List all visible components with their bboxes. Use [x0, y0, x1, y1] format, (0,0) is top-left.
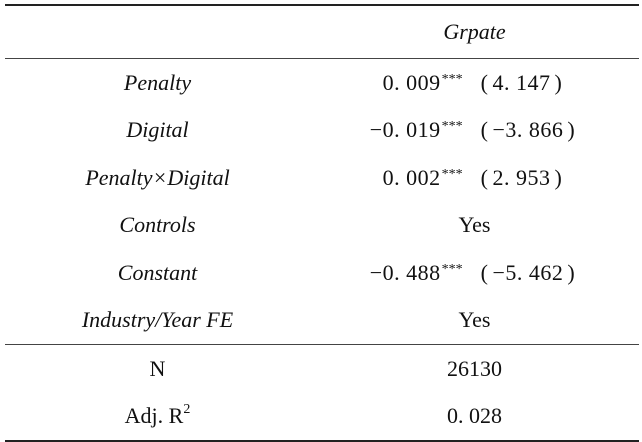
paren-open: (: [480, 259, 489, 285]
paren-close: ): [554, 164, 563, 190]
stats-row: Adj. R2 0. 028: [5, 393, 639, 441]
paren-close: ): [567, 117, 576, 143]
coefficient: 0. 009: [382, 69, 441, 95]
table-row: Constant −0. 488 *** (−5. 462): [5, 249, 639, 297]
row-value: Yes: [458, 212, 491, 238]
stats-row: N 26130: [5, 345, 639, 393]
paren-close: ): [554, 69, 563, 95]
coefficient: −0. 488: [369, 259, 441, 285]
row-label: Digital: [126, 117, 189, 143]
significance-stars: ***: [441, 119, 463, 135]
row-value: Yes: [458, 307, 491, 333]
row-value: 0. 002 *** (2. 953): [310, 165, 639, 191]
t-value: 2. 953: [492, 164, 551, 190]
stats-label-text: Adj. R: [124, 403, 184, 429]
row-value: −0. 019 *** (−3. 866): [310, 117, 639, 143]
regression-table: Grpate Penalty 0. 009 *** (4. 147) Digita…: [5, 4, 639, 442]
row-value: 0. 009 *** (4. 147): [310, 70, 639, 96]
row-label: Constant: [117, 259, 198, 285]
stats-value: 0. 028: [447, 403, 502, 429]
header-rule: [5, 58, 639, 59]
coefficient: −0. 019: [369, 117, 441, 143]
t-statistic: (−5. 462): [477, 260, 580, 286]
row-label: Penalty: [123, 69, 192, 95]
header-row: Grpate: [5, 6, 639, 58]
row-label: Industry/Year FE: [81, 307, 234, 333]
t-value: 4. 147: [492, 69, 551, 95]
paren-close: ): [567, 259, 576, 285]
stats-label: N: [149, 355, 166, 381]
significance-stars: ***: [441, 166, 463, 182]
t-statistic: (−3. 866): [477, 117, 580, 143]
stats-label: Adj. R2: [5, 401, 310, 429]
coefficient: 0. 002: [382, 164, 441, 190]
stats-rule: [5, 344, 639, 345]
stats-label-superscript: 2: [183, 401, 191, 417]
stats-value: 26130: [447, 355, 502, 381]
table-row: Controls Yes: [5, 202, 639, 250]
table-row: Digital −0. 019 *** (−3. 866): [5, 107, 639, 155]
row-label: Controls: [119, 212, 196, 238]
significance-stars: ***: [441, 261, 463, 277]
top-rule: [5, 4, 639, 6]
paren-open: (: [480, 164, 489, 190]
row-value: −0. 488 *** (−5. 462): [310, 260, 639, 286]
row-label: Penalty×Digital: [85, 164, 230, 190]
paren-open: (: [480, 117, 489, 143]
column-header: Grpate: [443, 19, 506, 44]
t-value: −5. 462: [492, 259, 564, 285]
table-row: Penalty×Digital 0. 002 *** (2. 953): [5, 154, 639, 202]
t-statistic: (2. 953): [477, 165, 567, 191]
t-statistic: (4. 147): [477, 70, 567, 96]
paren-open: (: [480, 69, 489, 95]
t-value: −3. 866: [492, 117, 564, 143]
table-row: Industry/Year FE Yes: [5, 297, 639, 345]
significance-stars: ***: [441, 71, 463, 87]
table-row: Penalty 0. 009 *** (4. 147): [5, 59, 639, 107]
